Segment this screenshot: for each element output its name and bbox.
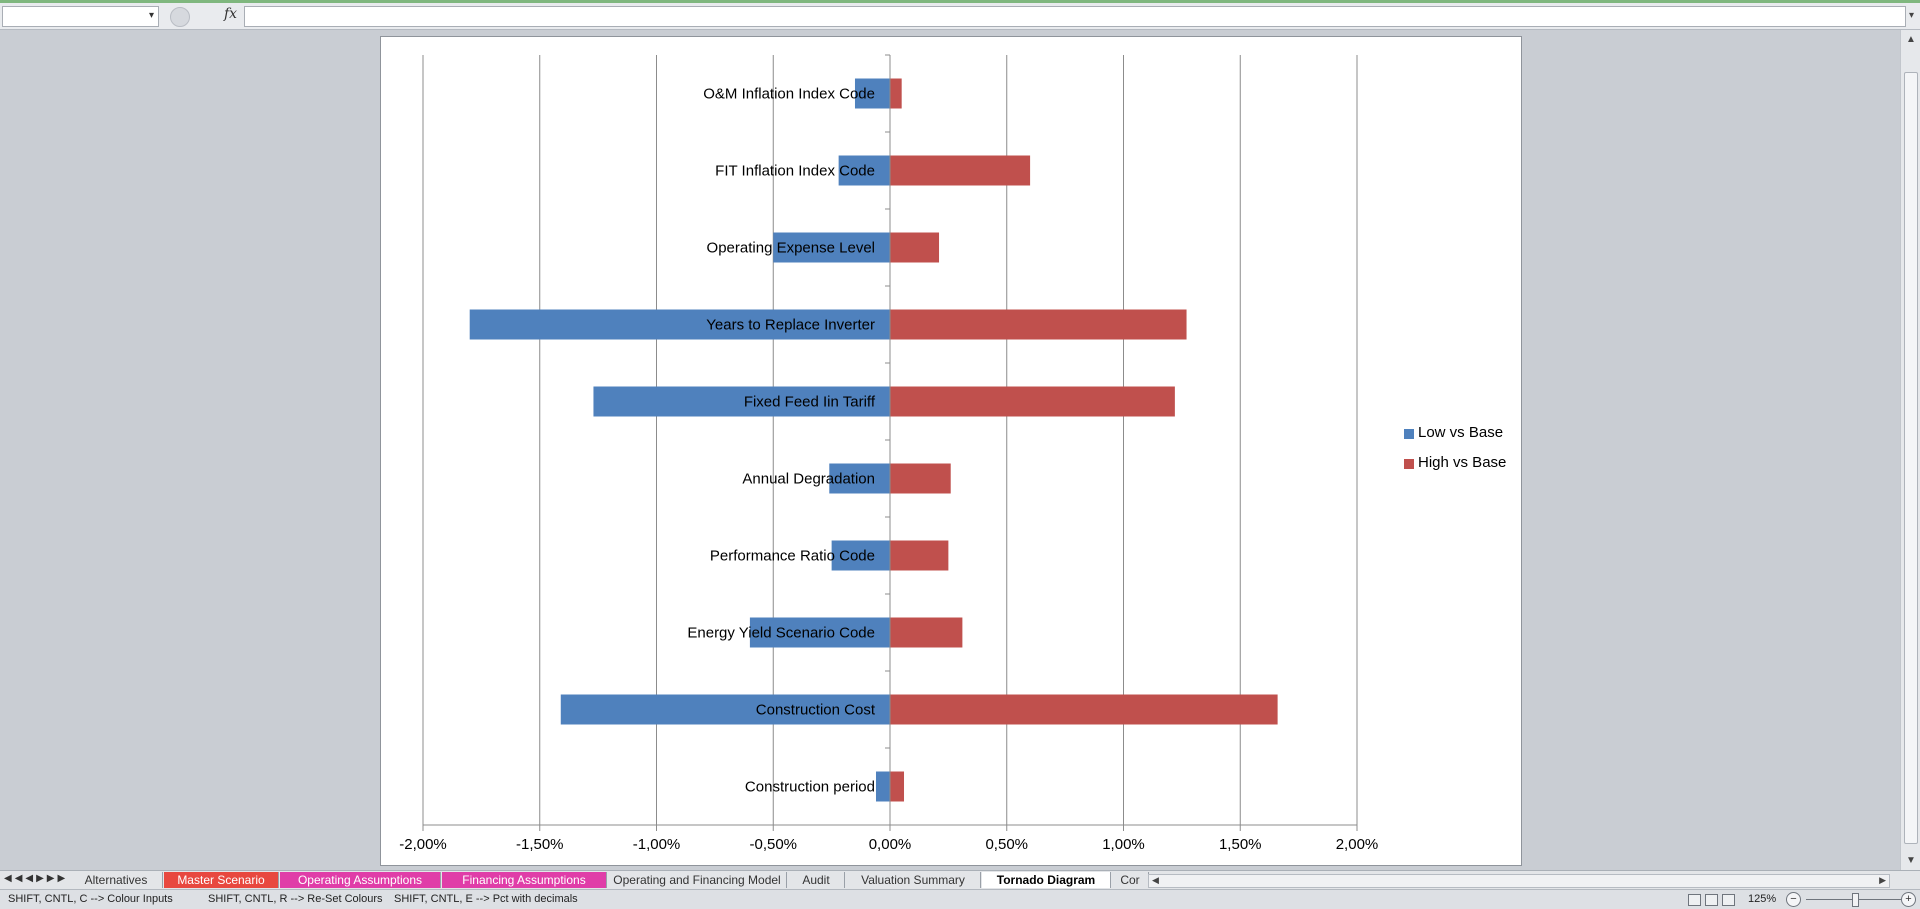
category-label: Construction period xyxy=(745,779,875,796)
sheet-tab[interactable]: Tornado Diagram xyxy=(982,872,1111,888)
bar-high xyxy=(890,617,963,648)
horizontal-scrollbar[interactable]: ◀ ▶ xyxy=(1148,874,1890,888)
formula-input[interactable] xyxy=(244,6,1906,27)
bar-high xyxy=(890,540,949,571)
bar-high xyxy=(890,694,1278,725)
scroll-down-icon[interactable]: ▼ xyxy=(1906,855,1916,866)
legend-swatch-low xyxy=(1404,429,1414,439)
legend-swatch-high xyxy=(1404,459,1414,469)
name-box[interactable]: ▾ xyxy=(2,6,159,27)
bar-low xyxy=(829,463,890,494)
category-label: O&M Inflation Index Code xyxy=(703,86,875,103)
bar-low xyxy=(875,771,890,802)
status-message: SHIFT, CNTL, E --> Pct with decimals xyxy=(394,893,578,905)
formula-bar: ▾ fx ▾ xyxy=(0,3,1920,30)
bar-high xyxy=(890,463,951,494)
x-tick-label: -0,50% xyxy=(749,836,797,853)
sheet-tab[interactable]: Cor xyxy=(1112,872,1149,888)
zoom-level[interactable]: 125% xyxy=(1748,893,1777,905)
zoom-slider-thumb[interactable] xyxy=(1852,893,1859,907)
status-message: SHIFT, CNTL, R --> Re-Set Colours xyxy=(208,893,383,905)
category-label: Fixed Feed Iin Tariff xyxy=(744,394,876,411)
category-label: Annual Degradation xyxy=(742,471,875,488)
bar-low xyxy=(749,617,890,648)
sheet-tab[interactable]: Operating and Financing Model xyxy=(608,872,787,888)
category-label: Years to Replace Inverter xyxy=(706,317,875,334)
page-break-view-icon[interactable] xyxy=(1722,894,1735,906)
x-tick-label: 1,50% xyxy=(1219,836,1262,853)
x-tick-label: 0,00% xyxy=(869,836,912,853)
x-tick-label: -1,50% xyxy=(516,836,564,853)
x-tick-label: -2,00% xyxy=(399,836,447,853)
bar-high xyxy=(890,155,1031,186)
category-label: Performance Ratio Code xyxy=(710,548,875,565)
bar-high xyxy=(890,309,1187,340)
x-tick-label: -1,00% xyxy=(633,836,681,853)
bar-low xyxy=(838,155,890,186)
scroll-left-icon[interactable]: ◀ xyxy=(1152,875,1159,885)
sheet-tab[interactable]: Master Scenario xyxy=(164,872,279,888)
sheet-tab[interactable]: Audit xyxy=(788,872,845,888)
bar-high xyxy=(890,771,905,802)
chart-area[interactable]: -2,00% -1,50% -1,00% -0,50% 0,00% 0,50% 1,00% 1… xyxy=(380,36,1522,866)
formula-cancel-icon[interactable] xyxy=(170,7,190,27)
scroll-right-icon[interactable]: ▶ xyxy=(1879,875,1886,885)
legend-label-high: High vs Base xyxy=(1418,454,1507,471)
sheet-tab[interactable]: Alternatives xyxy=(70,872,163,888)
bar-low xyxy=(560,694,890,725)
status-bar: SHIFT, CNTL, C --> Colour Inputs SHIFT, … xyxy=(0,889,1920,909)
category-label: Energy Yield Scenario Code xyxy=(687,625,875,642)
scroll-up-icon[interactable]: ▲ xyxy=(1906,34,1916,45)
status-message: SHIFT, CNTL, C --> Colour Inputs xyxy=(8,893,173,905)
bar-low xyxy=(469,309,890,340)
category-label: Operating Expense Level xyxy=(707,240,875,257)
category-label: Construction Cost xyxy=(756,702,876,719)
formula-expand-icon[interactable]: ▾ xyxy=(1908,10,1914,21)
sheet-tab[interactable]: Financing Assumptions xyxy=(442,872,607,888)
sheet-tab[interactable]: Valuation Summary xyxy=(846,872,981,888)
legend-label-low: Low vs Base xyxy=(1418,424,1504,441)
x-tick-label: 1,00% xyxy=(1102,836,1145,853)
vertical-scroll-thumb[interactable] xyxy=(1904,72,1918,844)
zoom-in-icon[interactable]: + xyxy=(1901,892,1916,907)
name-box-dropdown-icon[interactable]: ▾ xyxy=(148,10,154,21)
x-tick-label: 2,00% xyxy=(1336,836,1379,853)
bar-low xyxy=(854,78,890,109)
category-label: FIT Inflation Index Code xyxy=(715,163,875,180)
vertical-scrollbar[interactable]: ▲ ▼ xyxy=(1900,30,1920,870)
bar-high xyxy=(890,232,940,263)
fx-icon[interactable]: fx xyxy=(224,6,238,22)
sheet-tab[interactable]: Operating Assumptions xyxy=(280,872,441,888)
tornado-chart: -2,00% -1,50% -1,00% -0,50% 0,00% 0,50% 1,00% 1… xyxy=(399,54,1379,853)
normal-view-icon[interactable] xyxy=(1688,894,1701,906)
bar-low xyxy=(831,540,890,571)
sheet-tab-bar: ◀◀◀▶▶▶ Alternatives Master Scenario Operat… xyxy=(0,870,1920,889)
window-top-accent xyxy=(0,0,1920,3)
sheet-nav-arrows-icon[interactable]: ◀◀◀▶▶▶ xyxy=(4,873,69,884)
page-layout-view-icon[interactable] xyxy=(1705,894,1718,906)
bar-low xyxy=(593,386,890,417)
x-tick-label: 0,50% xyxy=(985,836,1028,853)
bar-low xyxy=(773,232,890,263)
bar-high xyxy=(890,386,1175,417)
zoom-out-icon[interactable]: − xyxy=(1786,892,1801,907)
bar-high xyxy=(890,78,902,109)
